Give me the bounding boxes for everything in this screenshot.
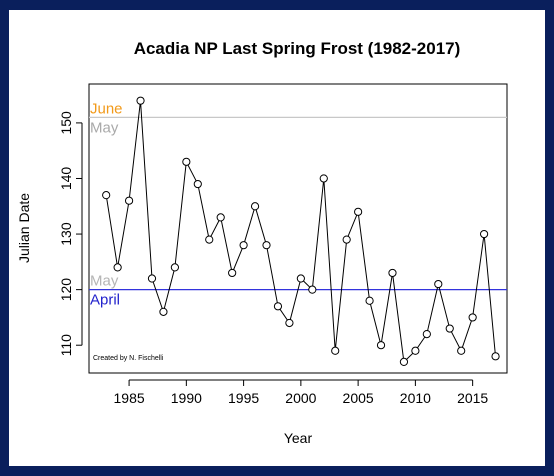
x-tick-label-2010: 2010 [400, 390, 431, 406]
chart-svg: Acadia NP Last Spring Frost (1982-2017) … [16, 39, 508, 446]
data-point-1997 [262, 241, 271, 250]
data-point-2012 [434, 279, 443, 289]
chart-title: Acadia NP Last Spring Frost (1982-2017) [134, 39, 461, 58]
data-point-2008 [388, 268, 397, 278]
data-point-2001 [308, 285, 317, 294]
x-axis-label: Year [284, 430, 313, 446]
data-point-2005 [354, 207, 363, 216]
data-point-1990 [182, 157, 191, 166]
data-point-1985 [124, 196, 134, 205]
data-point-2010 [411, 346, 420, 355]
data-point-1988 [159, 307, 168, 316]
x-tick-label-1990: 1990 [171, 390, 202, 406]
y-tick-label-120: 120 [58, 278, 74, 302]
data-point-1984 [113, 263, 122, 272]
data-point-1999 [285, 318, 294, 328]
x-tick-label-1995: 1995 [228, 390, 259, 406]
x-tick-label-2015: 2015 [457, 390, 488, 406]
plot-area [88, 83, 508, 374]
data-point-2007 [376, 341, 386, 350]
data-point-2014 [457, 346, 466, 355]
data-point-1986 [136, 96, 145, 105]
data-point-1993 [216, 213, 225, 222]
data-point-1992 [205, 235, 214, 244]
data-point-2004 [342, 235, 351, 244]
data-point-2009 [399, 357, 409, 366]
reference-label-below-0: May [90, 119, 119, 136]
chart-frame: Acadia NP Last Spring Frost (1982-2017) … [9, 10, 545, 466]
data-point-1995 [239, 241, 248, 250]
credit-annotation: Created by N. Fischelli [93, 355, 164, 362]
y-axis-label: Julian Date [16, 193, 32, 263]
y-tick-label-130: 130 [58, 222, 74, 246]
data-point-1989 [170, 263, 179, 272]
data-point-2003 [331, 346, 340, 355]
data-point-2000 [296, 274, 305, 283]
data-point-1983 [102, 191, 111, 200]
x-tick-label-2005: 2005 [343, 390, 374, 406]
data-point-1998 [273, 302, 283, 311]
data-point-1994 [228, 268, 237, 278]
reference-label-above-1: May [90, 273, 119, 290]
data-point-2002 [319, 174, 328, 183]
reference-label-below-1: April [90, 292, 120, 309]
data-point-2016 [479, 229, 489, 239]
data-point-2013 [445, 324, 454, 333]
data-point-2011 [422, 329, 431, 339]
reference-label-above-0: June [90, 100, 123, 117]
y-tick-label-140: 140 [58, 167, 74, 191]
data-point-1987 [147, 274, 157, 283]
data-point-1991 [193, 179, 202, 189]
x-tick-label-2000: 2000 [285, 390, 316, 406]
data-point-1996 [250, 202, 260, 211]
data-point-2015 [468, 313, 477, 322]
data-point-2017 [491, 352, 500, 361]
data-point-2006 [365, 296, 374, 305]
y-tick-label-150: 150 [58, 111, 74, 135]
series-line [105, 100, 496, 363]
y-tick-label-110: 110 [58, 334, 74, 357]
x-tick-label-1985: 1985 [114, 390, 145, 406]
